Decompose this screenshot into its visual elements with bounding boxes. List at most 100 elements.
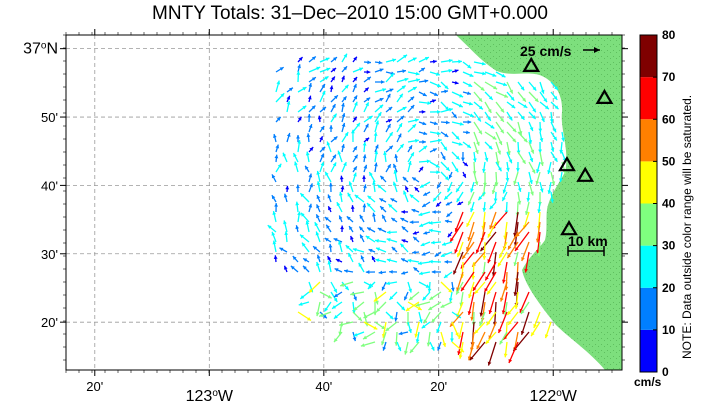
current-vector-head (520, 310, 525, 315)
current-vector-head (353, 83, 357, 88)
current-vector-head (341, 75, 345, 80)
current-vector-head (313, 246, 318, 250)
current-vector-head (522, 159, 526, 164)
current-vector-head (448, 174, 453, 179)
current-vector-head (286, 95, 291, 100)
radar-station-icon (560, 219, 578, 236)
current-vector-head (507, 150, 511, 155)
lon-label: 123oW (186, 388, 234, 406)
current-vector-head (303, 265, 307, 270)
current-vector (513, 211, 519, 237)
current-vector-head (360, 234, 364, 239)
current-vector-head (374, 162, 378, 167)
current-vector-head (419, 184, 424, 188)
current-vector-head (300, 193, 305, 198)
current-vector-head (522, 97, 526, 102)
current-vector-head (397, 133, 402, 138)
current-vector-head (489, 205, 494, 210)
current-vector-head (424, 57, 429, 61)
current-vector-head (283, 193, 288, 198)
current-vector-head (282, 152, 287, 157)
current-vector (454, 231, 464, 254)
current-vector-head (509, 89, 513, 94)
current-vector-head (488, 309, 493, 314)
current-vector-head (297, 211, 301, 216)
current-vector-head (448, 58, 453, 63)
current-vector-head (389, 295, 394, 300)
current-vector-head (404, 350, 408, 355)
current-vector-head (302, 87, 307, 91)
current-vector-head (333, 57, 337, 61)
current-vector-head (285, 185, 290, 190)
current-vector-head (515, 168, 520, 172)
colorbar-unit: cm/s (634, 375, 662, 389)
current-vector-head (431, 270, 436, 274)
current-vector-head (455, 155, 460, 160)
current-vector-head (482, 168, 486, 173)
current-vector-head (517, 200, 522, 205)
current-vector-head (471, 275, 476, 280)
current-vector-head (554, 105, 559, 110)
current-vector-head (392, 181, 397, 186)
current-vector-head (482, 208, 487, 212)
current-vector-head (359, 67, 364, 72)
current-vector-head (362, 141, 367, 146)
current-vector-head (419, 223, 424, 227)
current-vector-head (490, 124, 495, 129)
current-vector-head (308, 173, 313, 178)
current-vector-head (379, 68, 384, 73)
current-vector-head (433, 92, 438, 96)
current-vector-head (432, 59, 437, 64)
degree-symbol: o (556, 388, 562, 399)
current-vector-head (422, 140, 426, 144)
current-vector-head (550, 199, 555, 203)
current-vector-head (507, 254, 511, 259)
current-vector-head (434, 252, 439, 257)
colorbar-tick-label: 0 (662, 365, 669, 379)
current-vector-head (363, 314, 368, 319)
current-vector-head (279, 67, 284, 71)
current-vector-head (520, 330, 525, 335)
current-vector-head (274, 154, 279, 159)
current-vector-head (333, 288, 337, 293)
current-vector-head (386, 238, 391, 242)
current-vector-head (381, 286, 386, 291)
current-vector-head (283, 220, 287, 225)
current-vector-head (455, 135, 460, 140)
current-vector-head (410, 96, 415, 101)
current-vector-head (356, 122, 360, 127)
current-vector-head (412, 231, 417, 235)
current-vector-head (424, 79, 429, 83)
current-vector-head (296, 71, 301, 75)
current-vector-head (489, 225, 493, 230)
current-vector-head (344, 84, 349, 89)
current-vector (536, 231, 541, 254)
colorbar-segment (640, 35, 657, 78)
current-vector-head (442, 242, 446, 246)
current-vector-head (297, 140, 302, 144)
current-vector-head (535, 180, 540, 185)
current-vector-head (294, 161, 298, 166)
lon-label: 40' (315, 379, 332, 394)
current-vector-head (368, 248, 373, 253)
current-vector-head (379, 97, 384, 102)
current-vector-head (505, 178, 510, 182)
current-vector-head (521, 257, 525, 262)
current-vector-head (397, 347, 402, 352)
current-vector-head (444, 219, 449, 224)
current-vector-head (363, 184, 367, 189)
current-vector-head (341, 122, 346, 127)
colorbar-tick-label: 40 (662, 197, 676, 211)
current-vector-head (329, 125, 333, 129)
current-vector-head (298, 302, 303, 306)
current-vector-head (480, 247, 485, 252)
colorbar-tick-label: 10 (662, 323, 676, 337)
current-vector-head (448, 298, 453, 302)
current-vector-head (466, 130, 470, 135)
current-vector-head (349, 226, 353, 231)
current-vector-head (510, 96, 515, 101)
current-vector-head (399, 93, 403, 98)
current-vector-head (376, 308, 381, 312)
current-vector-head (314, 222, 319, 227)
current-vector-head (295, 184, 300, 189)
